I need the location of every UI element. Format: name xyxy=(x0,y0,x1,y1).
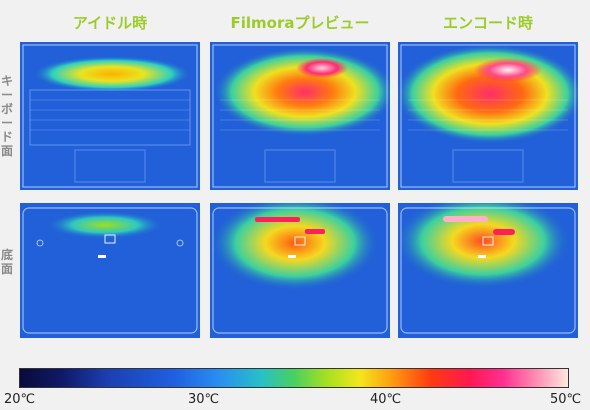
scale-tick-40: 40℃ xyxy=(370,392,402,407)
temperature-color-scale xyxy=(19,368,569,388)
thermal-image-bottom-idle xyxy=(20,203,200,338)
column-title-idle: アイドル時 xyxy=(72,14,148,32)
thermal-image-keyboard-encode xyxy=(398,42,578,190)
column-title-encode: エンコード時 xyxy=(442,14,533,32)
scale-tick-50: 50℃ xyxy=(550,392,582,407)
scale-tick-20: 20℃ xyxy=(4,392,36,407)
scale-tick-30: 30℃ xyxy=(188,392,220,407)
thermal-image-keyboard-idle xyxy=(20,42,200,190)
thermal-image-bottom-encode xyxy=(398,203,578,338)
thermal-image-keyboard-filmora xyxy=(210,42,390,190)
row-label-keyboard: キーボード面 xyxy=(0,74,14,158)
column-title-filmora-preview: Filmoraプレビュー xyxy=(230,14,370,32)
row-label-keyboard-text: キーボード面 xyxy=(0,74,13,158)
row-label-bottom-text: 底面 xyxy=(0,248,13,276)
thermal-image-bottom-filmora xyxy=(210,203,390,338)
row-label-bottom: 底面 xyxy=(0,248,14,276)
